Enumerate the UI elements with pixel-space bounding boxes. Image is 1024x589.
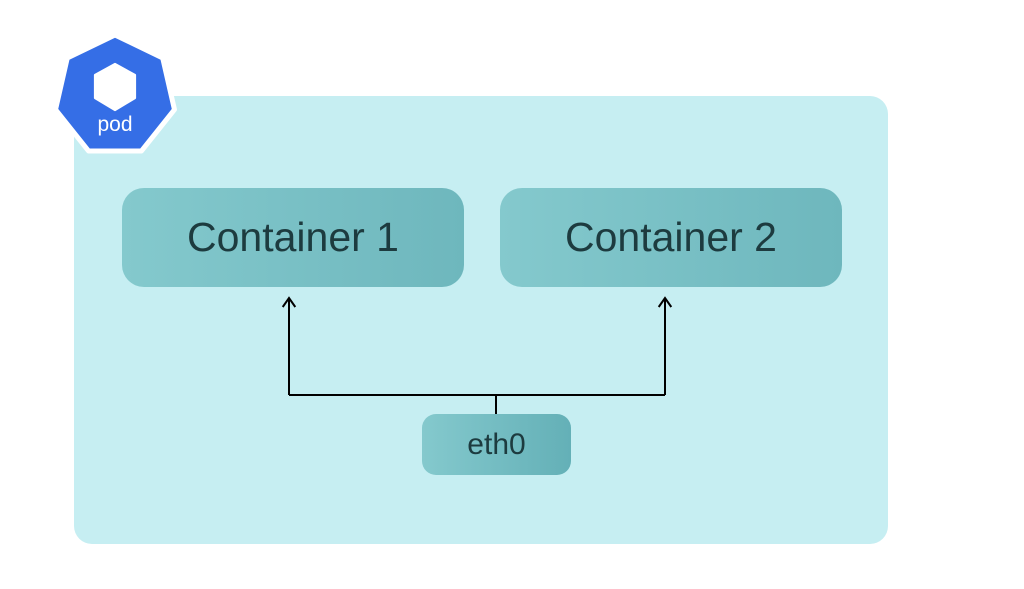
container-2-label: Container 2: [565, 214, 777, 261]
pod-badge-label: pod: [75, 113, 155, 137]
eth0-label: eth0: [467, 428, 525, 462]
eth0-box: eth0: [422, 414, 571, 475]
pod-heptagon-icon: [49, 30, 181, 162]
container-1-box: Container 1: [122, 188, 464, 287]
pod-badge: pod: [49, 30, 181, 162]
pod-container: [74, 96, 888, 544]
container-1-label: Container 1: [187, 214, 399, 261]
container-2-box: Container 2: [500, 188, 842, 287]
